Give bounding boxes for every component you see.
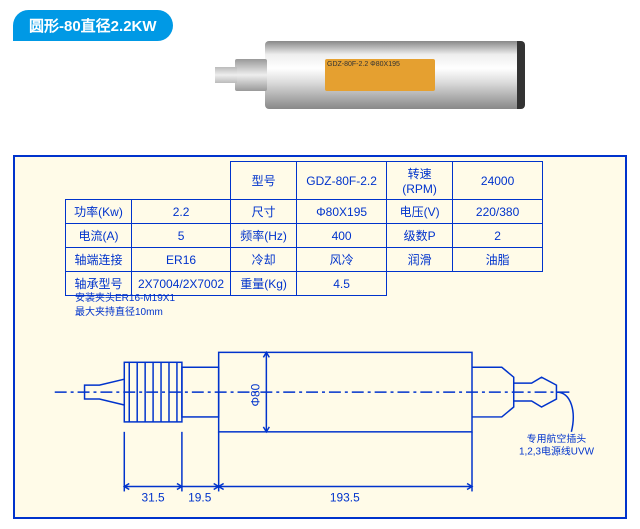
spindle-nameplate: GDZ-80F-2.2 Φ80X195 (325, 59, 435, 91)
cell: 频率(Hz) (231, 224, 297, 248)
cell: Φ80X195 (297, 200, 387, 224)
cell: 4.5 (297, 272, 387, 296)
header-title-pill: 圆形-80直径2.2KW (13, 10, 173, 41)
cell: 级数P (387, 224, 453, 248)
cell: 功率(Kw) (66, 200, 132, 224)
cell (132, 162, 231, 200)
cell: 24000 (453, 162, 543, 200)
cell: 润滑 (387, 248, 453, 272)
cell (66, 162, 132, 200)
product-photo: GDZ-80F-2.2 Φ80X195 (180, 0, 610, 150)
dim-step: 19.5 (188, 490, 212, 504)
cell: 风冷 (297, 248, 387, 272)
dim-body: 193.5 (330, 490, 360, 504)
cell: 尺寸 (231, 200, 297, 224)
cell (453, 272, 543, 296)
spec-table: 型号 GDZ-80F-2.2 转速(RPM) 24000 功率(Kw) 2.2 … (65, 161, 543, 296)
spec-sheet-panel: SAFE-QING 型号 GDZ-80F-2.2 转速(RPM) 24000 功… (13, 155, 627, 519)
dim-collet: 31.5 (142, 490, 166, 504)
technical-drawing: 31.5 19.5 193.5 Φ80 专用航空插头 1,2,3电源线UVW (15, 297, 625, 517)
wire-label: 1,2,3电源线UVW (519, 445, 595, 458)
spindle-collet (235, 59, 267, 91)
cell: 220/380 (453, 200, 543, 224)
cell: 2.2 (132, 200, 231, 224)
table-row: 型号 GDZ-80F-2.2 转速(RPM) 24000 (66, 162, 543, 200)
cable-label: 专用航空插头 (527, 432, 587, 445)
cell: 2 (453, 224, 543, 248)
cell: 轴端连接 (66, 248, 132, 272)
cell: 电压(V) (387, 200, 453, 224)
spindle-tip (215, 67, 237, 83)
cell (387, 272, 453, 296)
table-row: 功率(Kw) 2.2 尺寸 Φ80X195 电压(V) 220/380 (66, 200, 543, 224)
table-row: 电流(A) 5 频率(Hz) 400 级数P 2 (66, 224, 543, 248)
cell: 5 (132, 224, 231, 248)
table-row: 轴端连接 ER16 冷却 风冷 润滑 油脂 (66, 248, 543, 272)
cell: 冷却 (231, 248, 297, 272)
cell: 油脂 (453, 248, 543, 272)
cell: 重量(Kg) (231, 272, 297, 296)
cell: 型号 (231, 162, 297, 200)
cell: 转速(RPM) (387, 162, 453, 200)
dim-diameter: Φ80 (248, 383, 262, 406)
cell: ER16 (132, 248, 231, 272)
cell: GDZ-80F-2.2 (297, 162, 387, 200)
cell: 400 (297, 224, 387, 248)
cell: 电流(A) (66, 224, 132, 248)
